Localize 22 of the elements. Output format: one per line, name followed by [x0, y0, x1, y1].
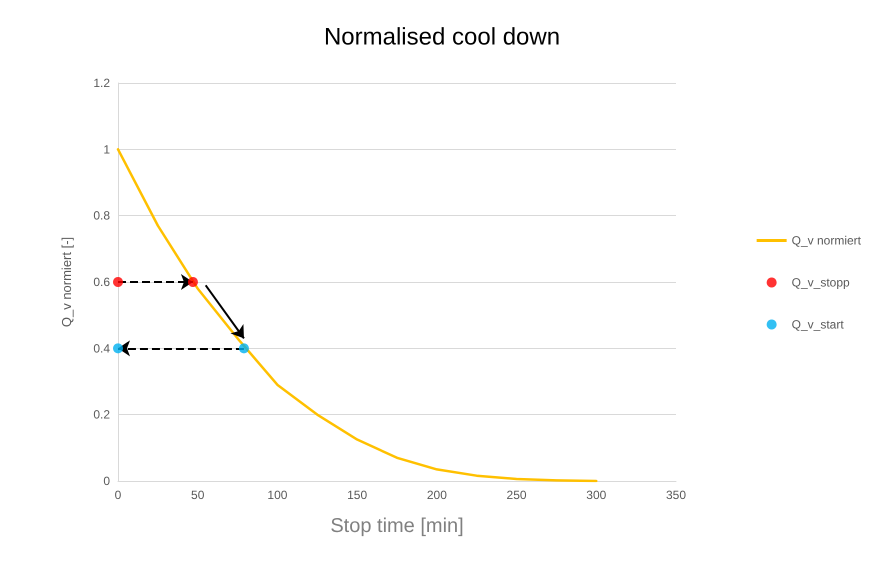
legend-label: Q_v_stopp: [792, 276, 850, 290]
legend-label: Q_v_start: [792, 318, 844, 332]
y-tick-label: 0.4: [93, 341, 110, 356]
y-tick-label: 0.6: [93, 275, 110, 289]
legend-label: Q_v normiert: [792, 234, 862, 248]
y-tick-label: 1: [103, 142, 110, 156]
y-tick-label: 0: [103, 474, 110, 488]
x-tick-label: 350: [666, 488, 686, 502]
x-tick-label: 300: [586, 488, 607, 502]
y-tick-label: 0.2: [93, 408, 110, 422]
x-tick-label: 250: [506, 488, 527, 502]
chart-title: Normalised cool down: [324, 24, 560, 50]
x-tick-label: 0: [114, 488, 122, 502]
x-tick-label: 150: [347, 488, 368, 502]
x-tick-label: 100: [267, 488, 288, 502]
y-axis-title: Q_v normiert [-]: [59, 236, 74, 328]
y-tick-label: 1.2: [93, 76, 110, 90]
x-axis-title: Stop time [min]: [330, 515, 464, 537]
x-tick-label: 50: [191, 488, 205, 502]
x-tick-label: 200: [426, 488, 448, 502]
line-series: [116, 148, 598, 482]
y-tick-label: 0.8: [93, 208, 110, 223]
